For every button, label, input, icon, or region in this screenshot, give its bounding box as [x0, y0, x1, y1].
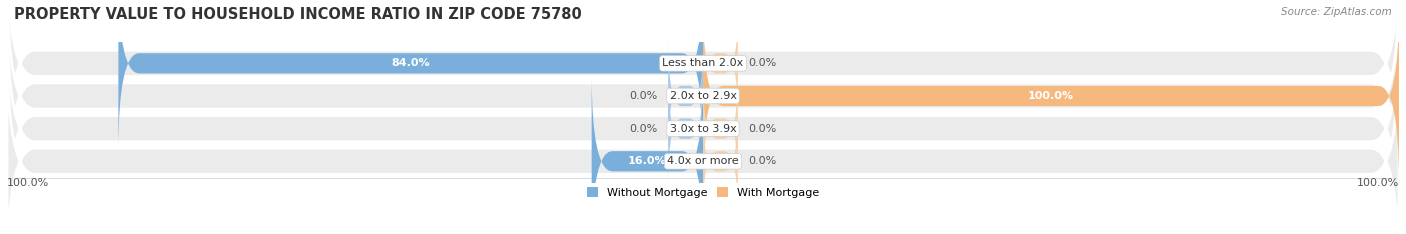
Text: 16.0%: 16.0% — [628, 156, 666, 166]
FancyBboxPatch shape — [592, 73, 703, 234]
FancyBboxPatch shape — [7, 0, 1399, 214]
FancyBboxPatch shape — [668, 41, 703, 151]
Legend: Without Mortgage, With Mortgage: Without Mortgage, With Mortgage — [582, 183, 824, 202]
Text: PROPERTY VALUE TO HOUSEHOLD INCOME RATIO IN ZIP CODE 75780: PROPERTY VALUE TO HOUSEHOLD INCOME RATIO… — [14, 7, 582, 22]
Text: 2.0x to 2.9x: 2.0x to 2.9x — [669, 91, 737, 101]
Text: 3.0x to 3.9x: 3.0x to 3.9x — [669, 124, 737, 134]
FancyBboxPatch shape — [703, 73, 738, 184]
FancyBboxPatch shape — [703, 8, 738, 119]
Text: Less than 2.0x: Less than 2.0x — [662, 58, 744, 68]
FancyBboxPatch shape — [703, 8, 1399, 184]
Text: 4.0x or more: 4.0x or more — [668, 156, 738, 166]
Text: 84.0%: 84.0% — [391, 58, 430, 68]
FancyBboxPatch shape — [703, 106, 738, 216]
FancyBboxPatch shape — [118, 0, 703, 151]
FancyBboxPatch shape — [7, 11, 1399, 234]
Text: 100.0%: 100.0% — [7, 178, 49, 187]
FancyBboxPatch shape — [7, 44, 1399, 234]
Text: 0.0%: 0.0% — [748, 58, 776, 68]
Text: Source: ZipAtlas.com: Source: ZipAtlas.com — [1281, 7, 1392, 17]
Text: 0.0%: 0.0% — [748, 124, 776, 134]
Text: 100.0%: 100.0% — [1357, 178, 1399, 187]
Text: 0.0%: 0.0% — [748, 156, 776, 166]
FancyBboxPatch shape — [668, 73, 703, 184]
Text: 0.0%: 0.0% — [630, 124, 658, 134]
Text: 100.0%: 100.0% — [1028, 91, 1074, 101]
Text: 0.0%: 0.0% — [630, 91, 658, 101]
FancyBboxPatch shape — [7, 0, 1399, 181]
